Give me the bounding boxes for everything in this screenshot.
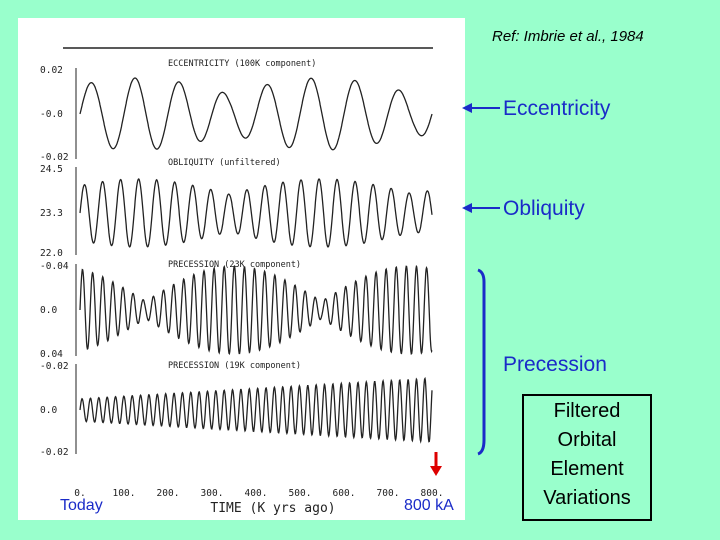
obliquity-arrow xyxy=(462,203,500,213)
x-tick-4: 300. xyxy=(201,488,224,499)
panel-2-ytick-2: 23.3 xyxy=(40,208,63,219)
today-label: Today xyxy=(60,497,103,514)
panel-1-ytick-2: -0.0 xyxy=(40,109,63,120)
panel-1-ytick-1: 0.02 xyxy=(40,65,63,76)
filtered-line-2: Orbital xyxy=(557,429,617,451)
series-line-1 xyxy=(79,77,433,151)
panel-3-ytick-2: 0.0 xyxy=(40,305,57,316)
panel-1-ytick-3: -0.02 xyxy=(40,152,69,163)
orbital-figure: ECCENTRICITY (100K component) 0.02 -0.0 -0.… xyxy=(18,18,465,520)
800ka-marker-arrow xyxy=(430,452,442,476)
filtered-line-3: Element xyxy=(550,458,624,480)
precession-bracket xyxy=(477,268,486,456)
panel-3-ytick-1: -0.04 xyxy=(40,261,69,272)
panel-title-1: ECCENTRICITY (100K component) xyxy=(168,59,316,69)
panel-4-ytick-1: -0.02 xyxy=(40,361,69,372)
x-tick-6: 500. xyxy=(289,488,312,499)
panel-4-ytick-3: -0.02 xyxy=(40,447,69,458)
reference-text: Ref: Imbrie et al., 1984 xyxy=(492,28,644,45)
filtered-variations-box: Filtered Orbital Element Variations xyxy=(522,394,652,521)
panel-title-2: OBLIQUITY (unfiltered) xyxy=(168,158,281,168)
x-tick-8: 700. xyxy=(377,488,400,499)
panel-4-ytick-2: 0.0 xyxy=(40,405,57,416)
eccentricity-arrow xyxy=(462,103,500,113)
x-tick-5: 400. xyxy=(245,488,268,499)
x-tick-3: 200. xyxy=(157,488,180,499)
x-axis-label: TIME (K yrs ago) xyxy=(210,501,335,516)
series-line-4 xyxy=(79,376,433,444)
x-tick-2: 100. xyxy=(113,488,136,499)
precession-label: Precession xyxy=(503,353,607,376)
series-line-3 xyxy=(79,264,433,356)
x-tick-1: 0. xyxy=(74,488,85,499)
panel-title-4: PRECESSION (19K component) xyxy=(168,361,301,371)
800ka-label: 800 kA xyxy=(404,497,454,514)
eccentricity-label: Eccentricity xyxy=(503,97,611,120)
panel-2-ytick-1: 24.5 xyxy=(40,164,63,175)
series-line-2 xyxy=(79,178,433,248)
filtered-line-1: Filtered xyxy=(553,400,621,422)
panel-2-ytick-3: 22.0 xyxy=(40,248,63,259)
obliquity-label: Obliquity xyxy=(503,197,585,220)
x-tick-9: 800. xyxy=(421,488,444,499)
filtered-line-4: Variations xyxy=(543,487,631,509)
orbital-chart: ECCENTRICITY (100K component) 0.02 -0.0 -0.… xyxy=(40,47,444,516)
panel-3-ytick-3: 0.04 xyxy=(40,349,63,360)
x-tick-7: 600. xyxy=(333,488,356,499)
panel-title-3: PRECESSION (23K component) xyxy=(168,260,301,270)
